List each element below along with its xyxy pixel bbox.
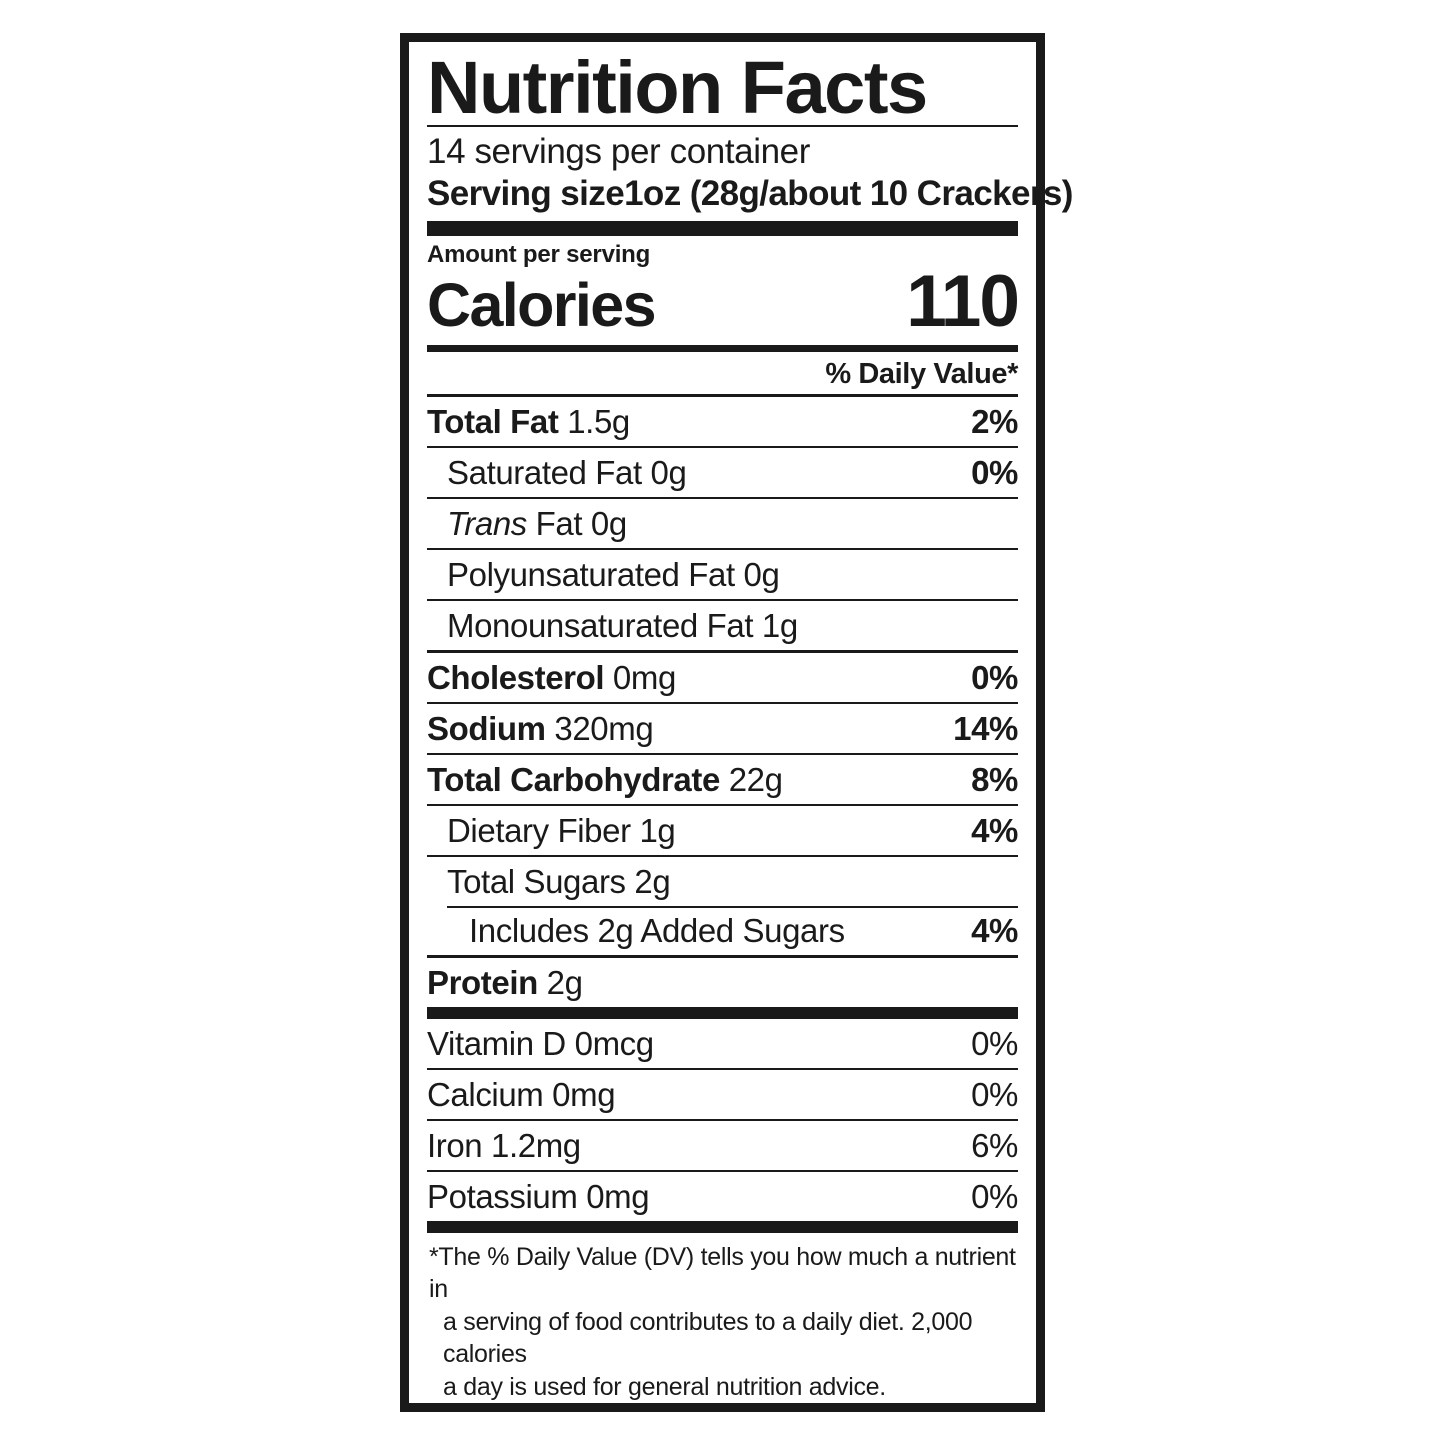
row-calcium: Calcium 0mg 0% [427, 1067, 1018, 1119]
row-dietary-fiber: Dietary Fiber 1g 4% [427, 804, 1018, 855]
row-total-carbohydrate-pct: 8% [971, 761, 1018, 799]
calories-row: Calories 110 [427, 261, 1020, 343]
row-total-fat-label: Total Fat [427, 403, 559, 441]
row-monounsaturated-fat-name: Monounsaturated Fat 1g [447, 607, 798, 645]
row-sodium: Sodium 320mg 14% [427, 702, 1018, 753]
row-cholesterol-pct: 0% [971, 659, 1018, 697]
nutrition-facts-label: Nutrition Facts 14 servings per containe… [400, 33, 1073, 1412]
daily-value-header: % Daily Value* [825, 358, 1018, 391]
row-added-sugars: Includes 2g Added Sugars 4% [427, 906, 1018, 955]
row-trans-fat-name: Trans Fat 0g [447, 505, 627, 543]
row-total-carbohydrate-amount: 22g [728, 761, 783, 799]
row-trans-fat-italic-word: Trans [447, 505, 527, 543]
calories-value: 110 [906, 261, 1020, 343]
row-sodium-pct: 14% [953, 710, 1018, 748]
serving-size-label: Serving size [427, 174, 625, 214]
row-added-sugars-name: Includes 2g Added Sugars [469, 912, 845, 950]
row-protein: Protein 2g [427, 955, 1018, 1007]
page-title: Nutrition Facts [427, 46, 928, 129]
row-added-sugars-pct: 4% [971, 912, 1018, 950]
footnote-line-2: a serving of food contributes to a daily… [443, 1307, 973, 1369]
row-saturated-fat-pct: 0% [971, 454, 1018, 492]
row-total-fat-amount: 1.5g [567, 403, 630, 441]
row-cholesterol-label: Cholesterol [427, 659, 605, 697]
row-dietary-fiber-name: Dietary Fiber 1g [447, 812, 676, 850]
row-protein-label: Protein [427, 964, 538, 1002]
footnote-line-3: a day is used for general nutrition advi… [443, 1372, 886, 1401]
row-cholesterol: Cholesterol 0mg 0% [427, 650, 1018, 702]
divider-bar-above-footnote [427, 1220, 1018, 1233]
row-calcium-name: Calcium 0mg [427, 1075, 616, 1113]
row-vitamin-d-name: Vitamin D 0mcg [427, 1024, 654, 1062]
row-total-fat-pct: 2% [971, 403, 1018, 441]
row-sodium-amount: 320mg [554, 710, 654, 748]
row-sodium-label: Sodium [427, 710, 546, 748]
divider-bar-thick-top [427, 221, 1018, 237]
row-monounsaturated-fat: Monounsaturated Fat 1g [427, 599, 1018, 650]
row-dietary-fiber-pct: 4% [971, 812, 1018, 850]
row-total-carbohydrate-name: Total Carbohydrate 22g [427, 761, 783, 799]
row-total-sugars-name: Total Sugars 2g [447, 863, 671, 901]
footnote-line-1: *The % Daily Value (DV) tells you how mu… [429, 1242, 1016, 1304]
row-trans-fat: Trans Fat 0g [427, 497, 1018, 548]
row-vitamin-d-pct: 0% [971, 1024, 1018, 1062]
row-cholesterol-name: Cholesterol 0mg [427, 659, 676, 697]
row-sodium-name: Sodium 320mg [427, 710, 654, 748]
servings-per-container: 14 servings per container [427, 131, 810, 171]
row-saturated-fat-name: Saturated Fat 0g [447, 454, 687, 492]
calories-label: Calories [427, 271, 657, 340]
row-potassium: Potassium 0mg 0% [427, 1169, 1018, 1221]
row-iron-name: Iron 1.2mg [427, 1126, 581, 1164]
row-saturated-fat: Saturated Fat 0g 0% [427, 446, 1018, 497]
divider-bar-under-calories [427, 345, 1018, 353]
row-trans-fat-rest: Fat 0g [526, 505, 628, 543]
title-rule [427, 125, 1018, 127]
vitamin-rows: Vitamin D 0mcg 0% Calcium 0mg 0% Iron 1.… [427, 1019, 1018, 1221]
row-total-sugars: Total Sugars 2g [427, 855, 1018, 906]
row-potassium-name: Potassium 0mg [427, 1177, 650, 1215]
serving-size-row: Serving size 1oz (28g/about 10 Crackers) [427, 174, 1073, 214]
row-total-carbohydrate-label: Total Carbohydrate [427, 761, 720, 799]
row-vitamin-d: Vitamin D 0mcg 0% [427, 1019, 1018, 1068]
amount-per-serving-label: Amount per serving [427, 241, 651, 269]
serving-size-value: 1oz (28g/about 10 Crackers) [624, 174, 1073, 214]
label-inner: Nutrition Facts 14 servings per containe… [409, 42, 1073, 1404]
row-polyunsaturated-fat: Polyunsaturated Fat 0g [427, 548, 1018, 599]
row-potassium-pct: 0% [971, 1177, 1018, 1215]
row-total-carbohydrate: Total Carbohydrate 22g 8% [427, 753, 1018, 804]
row-protein-amount: 2g [546, 964, 583, 1002]
divider-bar-under-protein [427, 1007, 1018, 1019]
nutrient-rows: Total Fat 1.5g 2% Saturated Fat 0g 0% Tr… [427, 394, 1018, 1007]
row-protein-name: Protein 2g [427, 964, 583, 1002]
row-total-fat: Total Fat 1.5g 2% [427, 394, 1018, 446]
row-calcium-pct: 0% [971, 1075, 1018, 1113]
row-total-fat-name: Total Fat 1.5g [427, 403, 630, 441]
daily-value-footnote: *The % Daily Value (DV) tells you how mu… [427, 1241, 1018, 1404]
row-iron-pct: 6% [971, 1126, 1018, 1164]
row-cholesterol-amount: 0mg [612, 659, 676, 697]
row-iron: Iron 1.2mg 6% [427, 1118, 1018, 1170]
row-polyunsaturated-fat-name: Polyunsaturated Fat 0g [447, 556, 780, 594]
